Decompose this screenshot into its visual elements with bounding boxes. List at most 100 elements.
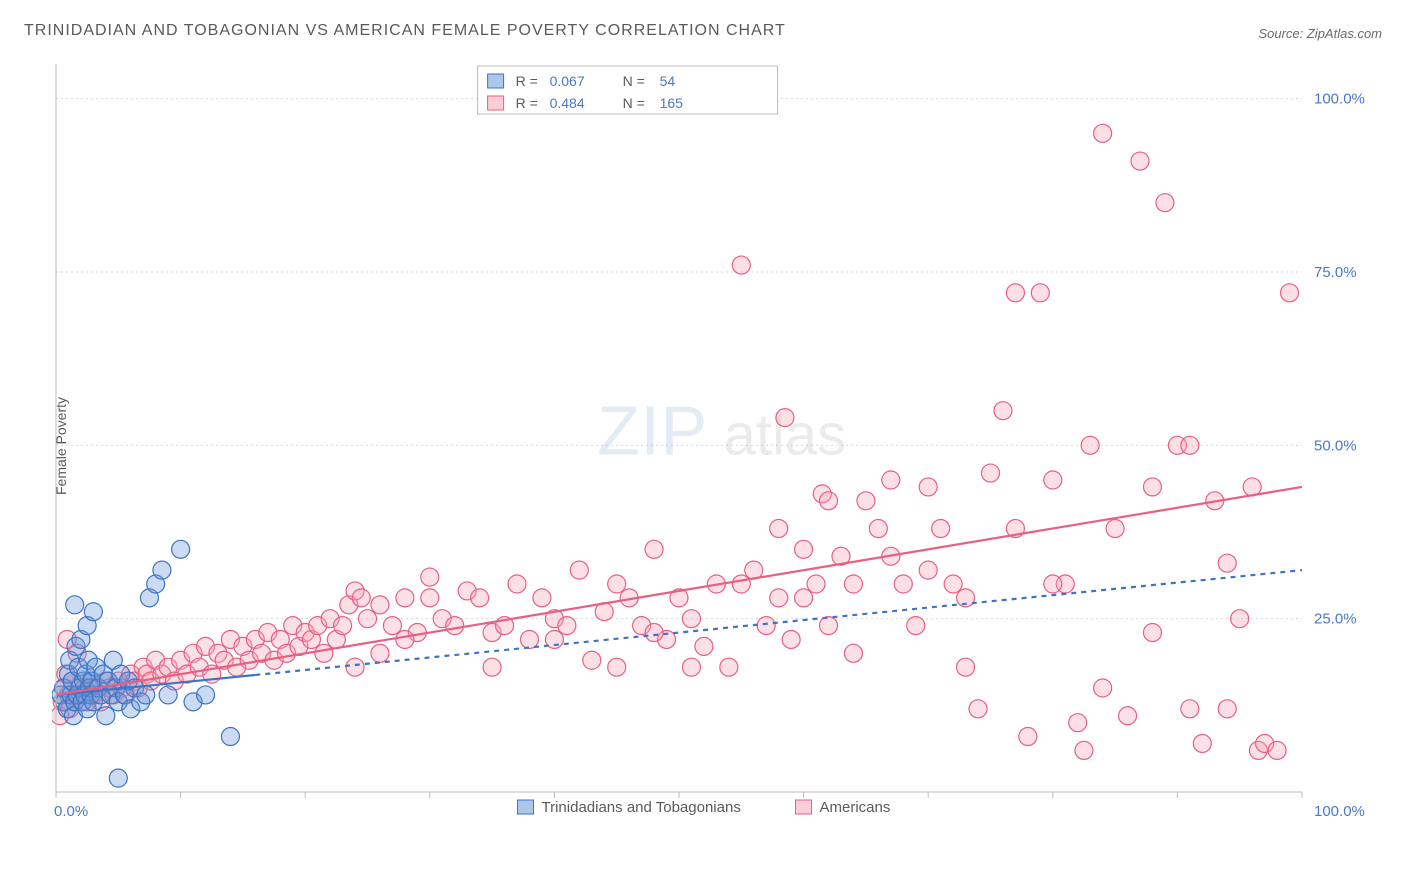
data-point — [957, 658, 975, 676]
data-point — [421, 589, 439, 607]
data-point — [558, 617, 576, 635]
watermark: ZIPatlas — [597, 392, 846, 470]
y-tick-label: 50.0% — [1314, 437, 1357, 454]
data-point — [84, 603, 102, 621]
data-point — [944, 575, 962, 593]
data-point — [1106, 520, 1124, 538]
data-point — [795, 540, 813, 558]
legend-swatch-blue — [518, 800, 534, 814]
data-point — [757, 617, 775, 635]
data-point — [66, 596, 84, 614]
data-point — [770, 520, 788, 538]
data-point — [969, 700, 987, 718]
data-point — [97, 707, 115, 725]
data-point — [137, 686, 155, 704]
data-point — [1019, 728, 1037, 746]
data-point — [732, 256, 750, 274]
data-point — [221, 728, 239, 746]
data-point — [857, 492, 875, 510]
data-point — [894, 575, 912, 593]
data-point — [197, 686, 215, 704]
source-attribution: Source: ZipAtlas.com — [1258, 26, 1382, 41]
data-point — [782, 630, 800, 648]
chart-title: TRINIDADIAN AND TOBAGONIAN VS AMERICAN F… — [24, 22, 786, 40]
data-point — [994, 402, 1012, 420]
data-point — [1075, 741, 1093, 759]
data-point — [1181, 436, 1199, 454]
data-point — [608, 575, 626, 593]
data-point — [533, 589, 551, 607]
data-point — [371, 644, 389, 662]
legend-label-blue: Trinidadians and Tobagonians — [542, 799, 741, 816]
data-point — [483, 658, 501, 676]
data-point — [583, 651, 601, 669]
legend-r-val: 0.484 — [550, 95, 585, 111]
data-point — [919, 478, 937, 496]
data-point — [1281, 284, 1299, 302]
data-point — [770, 589, 788, 607]
legend-label-pink: Americans — [820, 799, 891, 816]
data-point — [1218, 700, 1236, 718]
data-point — [919, 561, 937, 579]
legend-r-val: 0.067 — [550, 73, 585, 89]
data-point — [608, 658, 626, 676]
data-point — [795, 589, 813, 607]
data-point — [109, 769, 127, 787]
data-point — [1156, 194, 1174, 212]
data-point — [383, 617, 401, 635]
data-point — [907, 617, 925, 635]
legend-swatch-pink — [488, 96, 504, 110]
y-tick-label: 75.0% — [1314, 264, 1357, 281]
data-point — [446, 617, 464, 635]
data-point — [720, 658, 738, 676]
data-point — [520, 630, 538, 648]
data-point — [421, 568, 439, 586]
data-point — [820, 617, 838, 635]
data-point — [1081, 436, 1099, 454]
data-point — [172, 540, 190, 558]
data-point — [844, 644, 862, 662]
data-point — [396, 589, 414, 607]
data-point — [471, 589, 489, 607]
legend-correlation: R =0.067N =54R =0.484N =165 — [478, 66, 778, 114]
data-point — [1119, 707, 1137, 725]
legend-n-val: 54 — [660, 73, 676, 89]
data-point — [1193, 734, 1211, 752]
legend-swatch-pink — [796, 800, 812, 814]
x-tick-label-100: 100.0% — [1314, 803, 1365, 820]
data-point — [732, 575, 750, 593]
data-point — [1031, 284, 1049, 302]
legend-r-key: R = — [516, 73, 538, 89]
data-point — [1094, 679, 1112, 697]
data-point — [1181, 700, 1199, 718]
data-point — [153, 561, 171, 579]
y-tick-label: 100.0% — [1314, 91, 1365, 108]
data-point — [1044, 471, 1062, 489]
data-point — [682, 610, 700, 628]
data-point — [159, 686, 177, 704]
data-point — [1218, 554, 1236, 572]
data-point — [820, 492, 838, 510]
data-point — [359, 610, 377, 628]
data-point — [334, 617, 352, 635]
legend-r-key: R = — [516, 95, 538, 111]
data-point — [570, 561, 588, 579]
data-point — [645, 624, 663, 642]
legend-n-key: N = — [623, 73, 645, 89]
data-point — [695, 637, 713, 655]
legend-swatch-blue — [488, 74, 504, 88]
data-point — [1231, 610, 1249, 628]
legend-series: Trinidadians and Tobagonians Americans — [518, 799, 891, 816]
trendline-blue-ext — [255, 570, 1302, 675]
data-point — [1131, 152, 1149, 170]
data-point — [1006, 284, 1024, 302]
data-point — [1143, 624, 1161, 642]
scatter-chart: 25.0%50.0%75.0%100.0%ZIPatlas0.0%100.0%R… — [52, 62, 1382, 832]
svg-text:ZIP: ZIP — [597, 392, 707, 470]
data-point — [396, 630, 414, 648]
data-point — [645, 540, 663, 558]
data-point — [1143, 478, 1161, 496]
data-point — [1069, 714, 1087, 732]
data-point — [982, 464, 1000, 482]
data-point — [1044, 575, 1062, 593]
